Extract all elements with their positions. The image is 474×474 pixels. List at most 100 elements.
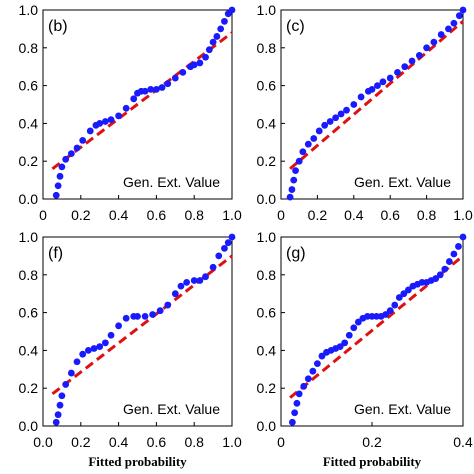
data-point [130, 95, 138, 103]
data-point [164, 301, 172, 309]
x-tick-label: 1.0 [453, 207, 473, 223]
data-point [341, 339, 349, 347]
data-point [379, 78, 387, 86]
data-point [52, 191, 60, 199]
data-point [455, 12, 463, 20]
data-point [156, 307, 164, 315]
data-point [455, 243, 462, 250]
panel-2: 0.0 0.2 0.4 0.6 0.8 1.0 0.0 0.2 0.4 0.6 0.8 1.0 (f) G… [19, 229, 242, 469]
data-point [395, 294, 403, 301]
panel-label: (f) [48, 245, 63, 262]
data-point [107, 331, 115, 339]
data-point [293, 399, 301, 407]
data-point [79, 350, 87, 358]
data-point [304, 140, 312, 148]
data-point [332, 114, 339, 122]
data-point [164, 80, 172, 88]
distribution-label: Gen. Ext. Value [123, 174, 220, 190]
panel-3: 0 0.2 0.4 0.0 0.2 0.4 0.6 0.8 1.0 (g) Gen. Ext. Va… [257, 229, 473, 469]
data-point [436, 271, 444, 279]
data-point [73, 358, 81, 366]
data-point [115, 322, 122, 330]
y-tick-label: 0.2 [19, 153, 39, 169]
data-point [54, 411, 62, 419]
data-point [196, 59, 204, 67]
data-point [309, 367, 317, 375]
data-point [459, 233, 467, 241]
y-tick-label: 0.8 [19, 267, 39, 283]
data-point [202, 53, 209, 61]
data-point [149, 311, 157, 318]
data-point [386, 307, 394, 315]
x-tick-label: 0 [277, 434, 285, 450]
data-point [141, 87, 149, 95]
data-point [343, 106, 350, 114]
data-point [415, 51, 423, 59]
x-axis-label: Fitted probability [88, 454, 187, 469]
data-point [300, 382, 308, 390]
data-point [357, 93, 365, 101]
data-point [299, 148, 307, 156]
panel-1: 0 0.2 0.4 0.6 0.8 1.0 0.0 0.2 0.4 0.6 0.8 1.0 (c) Gen… [257, 2, 473, 223]
data-point [432, 275, 440, 282]
data-point [314, 360, 321, 368]
data-point [224, 239, 232, 247]
y-tick-label: 1.0 [19, 2, 39, 18]
data-point [79, 137, 87, 144]
data-point [171, 74, 179, 82]
data-point [86, 127, 94, 135]
panel-label: (b) [48, 18, 68, 35]
data-point [405, 286, 412, 294]
y-tick-label: 1.0 [257, 229, 277, 245]
data-point [179, 68, 187, 76]
data-point [122, 314, 130, 322]
y-tick-label: 0.6 [257, 78, 277, 94]
data-point [217, 25, 225, 33]
fit-line [51, 31, 233, 170]
data-point [122, 104, 130, 112]
data-point [391, 301, 399, 309]
x-tick-label: 0.8 [184, 207, 204, 223]
data-point [58, 392, 66, 400]
data-point [437, 31, 445, 38]
data-point [177, 282, 185, 290]
data-point [213, 33, 221, 40]
data-point [430, 38, 438, 46]
data-point [141, 312, 149, 320]
data-point [183, 278, 191, 286]
data-point [441, 265, 449, 273]
data-point [304, 375, 312, 383]
y-tick-label: 0.2 [19, 380, 39, 396]
y-tick-label: 1.0 [19, 229, 39, 245]
x-tick-label: 0 [277, 207, 285, 223]
data-point [400, 290, 408, 298]
x-tick-label: 0.4 [344, 207, 364, 223]
axes-frame [42, 236, 233, 427]
data-point [171, 290, 179, 298]
y-tick-label: 0.8 [257, 267, 277, 283]
data-point [153, 85, 160, 93]
data-point [310, 135, 318, 142]
data-point [318, 352, 326, 360]
x-tick-label: 0.2 [308, 207, 328, 223]
y-tick-label: 0.8 [257, 40, 277, 56]
y-tick-label: 0.8 [19, 40, 39, 56]
data-point [459, 6, 467, 14]
data-point [52, 418, 60, 426]
data-point [228, 6, 236, 14]
data-point [190, 277, 198, 284]
x-tick-label: 0.2 [71, 434, 91, 450]
x-axis-label: Fitted probability [323, 454, 422, 469]
data-point [450, 250, 458, 258]
data-point [394, 68, 401, 76]
data-point [423, 44, 430, 52]
data-point [62, 155, 70, 163]
y-tick-label: 0.4 [257, 115, 277, 131]
data-point [450, 19, 458, 27]
data-point [147, 85, 155, 93]
data-point [382, 311, 390, 318]
data-point [445, 25, 452, 33]
data-point [96, 120, 104, 127]
data-point [408, 57, 416, 65]
data-point [101, 118, 109, 125]
